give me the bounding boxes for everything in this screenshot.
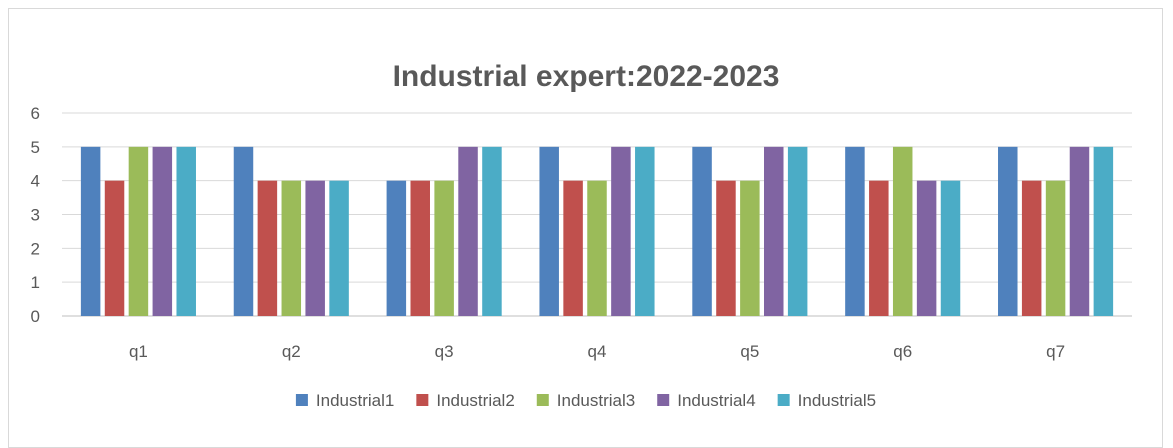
legend-label: Industrial5 xyxy=(798,391,876,410)
legend-swatch xyxy=(657,394,670,406)
bar-industrial2-q4 xyxy=(563,180,583,316)
x-tick-label: q1 xyxy=(129,342,148,361)
bar-industrial2-q7 xyxy=(1021,180,1042,316)
x-tick-label: q6 xyxy=(893,342,912,361)
y-tick-label: 6 xyxy=(31,104,40,123)
bar-industrial2-q1 xyxy=(104,180,125,316)
y-tick-label: 2 xyxy=(31,239,40,258)
x-tick-label: q3 xyxy=(435,342,454,361)
legend-swatch xyxy=(536,394,549,406)
x-tick-label: q5 xyxy=(740,342,759,361)
legend-label: Industrial3 xyxy=(557,391,635,410)
x-tick-label: q2 xyxy=(282,342,301,361)
bar-industrial2-q2 xyxy=(257,180,278,316)
bar-chart: Industrial expert:2022-2023 0 1 2 3 4 5 6 q1 q2… xyxy=(31,60,1132,410)
bar-industrial4-q6 xyxy=(916,180,937,316)
bar-industrial3-q5 xyxy=(740,180,760,316)
y-tick-label: 1 xyxy=(31,273,40,292)
bar-industrial4-q2 xyxy=(305,180,325,316)
bar-industrial2-q3 xyxy=(410,180,430,316)
bar-industrial3-q7 xyxy=(1045,180,1066,316)
y-tick-label: 3 xyxy=(31,206,40,225)
bar-industrial1-q2 xyxy=(233,146,254,316)
legend-item: Industrial5 xyxy=(777,391,876,410)
bar-industrial5-q4 xyxy=(635,146,655,316)
bar-industrial1-q6 xyxy=(845,146,865,316)
bar-industrial4-q1 xyxy=(152,146,173,316)
bar-industrial3-q6 xyxy=(892,146,913,316)
legend-item: Industrial3 xyxy=(536,391,635,410)
bar-industrial4-q3 xyxy=(458,146,478,316)
bars xyxy=(80,146,1114,316)
legend-item: Industrial1 xyxy=(295,391,394,410)
bar-industrial5-q7 xyxy=(1093,146,1114,316)
legend-swatch xyxy=(777,394,790,406)
bar-industrial5-q2 xyxy=(329,180,349,316)
y-tick-label: 0 xyxy=(31,307,40,326)
bar-industrial3-q1 xyxy=(128,146,149,316)
legend-item: Industrial2 xyxy=(416,391,515,410)
bar-industrial1-q4 xyxy=(539,146,559,316)
legend-label: Industrial2 xyxy=(436,391,514,410)
y-tick-label: 4 xyxy=(31,172,40,191)
bar-industrial5-q1 xyxy=(176,146,196,316)
bar-industrial1-q5 xyxy=(692,146,712,316)
bar-industrial3-q2 xyxy=(281,180,302,316)
legend-label: Industrial1 xyxy=(316,391,394,410)
bar-industrial3-q3 xyxy=(434,180,454,316)
chart-title: Industrial expert:2022-2023 xyxy=(393,60,780,93)
bar-industrial2-q5 xyxy=(716,180,736,316)
legend-swatch xyxy=(416,394,429,406)
y-tick-label: 5 xyxy=(31,138,40,157)
bar-industrial4-q5 xyxy=(764,146,784,316)
bar-industrial4-q4 xyxy=(611,146,631,316)
legend-item: Industrial4 xyxy=(657,391,756,410)
bar-industrial1-q7 xyxy=(998,146,1018,316)
bar-industrial5-q3 xyxy=(482,146,502,316)
bar-industrial1-q1 xyxy=(80,146,101,316)
x-tick-label: q4 xyxy=(588,342,607,361)
bar-industrial5-q5 xyxy=(787,146,808,316)
bar-industrial4-q7 xyxy=(1069,146,1090,316)
legend-label: Industrial4 xyxy=(677,391,755,410)
chart-frame xyxy=(8,8,1163,448)
legend-swatch xyxy=(295,394,308,406)
bar-industrial3-q4 xyxy=(587,180,607,316)
legend: Industrial1 Industrial2 Industrial3 Industr… xyxy=(295,391,876,410)
x-axis-ticks: q1 q2 q3 q4 q5 q6 q7 xyxy=(129,342,1065,361)
x-tick-label: q7 xyxy=(1046,342,1065,361)
bar-industrial5-q6 xyxy=(940,180,961,316)
bar-industrial1-q3 xyxy=(386,180,407,316)
bar-industrial2-q6 xyxy=(869,180,889,316)
y-axis-ticks: 0 1 2 3 4 5 6 xyxy=(31,104,40,326)
